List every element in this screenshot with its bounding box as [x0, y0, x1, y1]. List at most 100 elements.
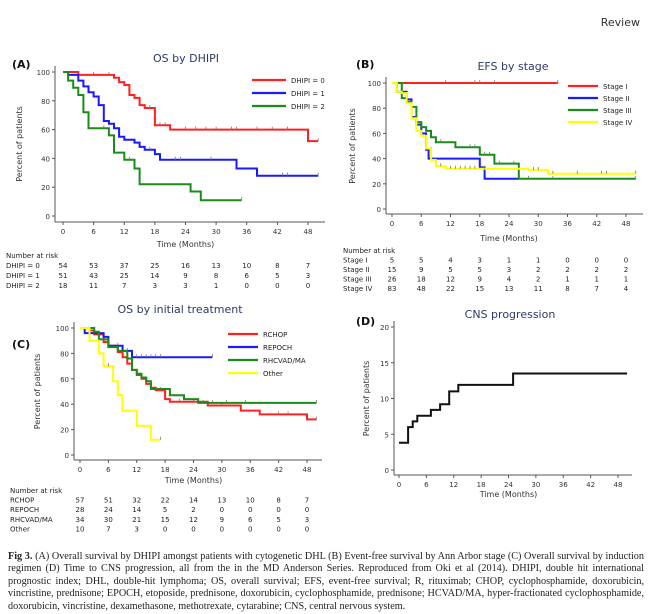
- risk-value: 0: [595, 257, 599, 265]
- risk-value: 7: [306, 262, 310, 270]
- risk-value: 54: [59, 262, 68, 270]
- y-tick-label: 60: [41, 127, 50, 135]
- risk-value: 1: [536, 257, 540, 265]
- km-curve-dhipi-0: [63, 71, 319, 143]
- km-curve-stage-iii: [392, 82, 636, 180]
- x-tick-label: 18: [477, 481, 486, 489]
- x-tick-label: 30: [217, 466, 226, 474]
- y-tick-label: 40: [41, 155, 50, 163]
- risk-value: 5: [419, 257, 423, 265]
- risk-value: 7: [122, 282, 126, 290]
- x-axis-label: Time (Months): [164, 476, 223, 485]
- x-tick-label: 42: [592, 220, 601, 228]
- risk-value: 57: [76, 497, 85, 505]
- risk-value: 11: [89, 282, 98, 290]
- risk-value: 0: [275, 282, 279, 290]
- risk-row-label: DHIPI = 1: [6, 272, 40, 280]
- risk-value: 13: [505, 285, 514, 293]
- risk-value: 2: [565, 266, 569, 274]
- risk-value: 7: [595, 285, 599, 293]
- risk-value: 0: [624, 257, 628, 265]
- x-tick-label: 48: [614, 481, 623, 489]
- risk-value: 1: [565, 276, 569, 284]
- legend-label: RCHOP: [263, 331, 287, 339]
- risk-row-label: RHCVAD/MA: [10, 516, 53, 524]
- risk-value: 48: [417, 285, 426, 293]
- caption-text: (A) Overall survival by DHIPI amongst pa…: [8, 551, 644, 612]
- risk-value: 43: [89, 272, 98, 280]
- y-tick-label: 40: [60, 401, 69, 409]
- risk-value: 9: [419, 266, 423, 274]
- risk-value: 6: [245, 272, 250, 280]
- risk-row-label: Stage IV: [343, 285, 373, 293]
- y-tick-label: 0: [385, 467, 389, 475]
- y-axis-label: Percent of patients: [362, 361, 371, 437]
- risk-value: 51: [104, 497, 113, 505]
- x-tick-label: 36: [563, 220, 572, 228]
- y-tick-label: 80: [372, 105, 381, 113]
- x-axis-label: Time (Months): [156, 240, 215, 249]
- risk-value: 3: [183, 282, 187, 290]
- risk-row-label: Stage I: [343, 257, 368, 265]
- y-tick-label: 100: [56, 325, 69, 333]
- legend-label: Stage I: [603, 83, 628, 91]
- y-axis-label: Percent of patients: [15, 106, 24, 182]
- chart-title: OS by initial treatment: [117, 303, 243, 316]
- x-axis-label: Time (Months): [479, 490, 538, 499]
- x-tick-label: 0: [78, 466, 82, 474]
- risk-value: 13: [217, 497, 226, 505]
- risk-value: 14: [189, 497, 198, 505]
- chart-title: CNS progression: [465, 308, 556, 321]
- risk-value: 5: [275, 272, 279, 280]
- legend-label: Stage II: [603, 95, 630, 103]
- risk-value: 15: [161, 516, 170, 524]
- panel-label: (D): [356, 315, 375, 328]
- y-tick-label: 10: [380, 396, 389, 404]
- risk-value: 5: [276, 516, 280, 524]
- chart-title: EFS by stage: [477, 60, 548, 73]
- risk-value: 0: [220, 506, 224, 514]
- x-tick-label: 42: [274, 466, 283, 474]
- risk-value: 9: [183, 272, 187, 280]
- y-tick-label: 20: [380, 324, 389, 332]
- risk-value: 11: [534, 285, 543, 293]
- km-curve-cns-progression: [399, 372, 628, 444]
- risk-value: 12: [189, 516, 198, 524]
- risk-row-label: RCHOP: [10, 497, 34, 505]
- x-tick-label: 0: [390, 220, 394, 228]
- risk-value: 8: [214, 272, 218, 280]
- y-tick-label: 0: [377, 206, 381, 214]
- risk-value: 2: [191, 506, 195, 514]
- x-tick-label: 0: [61, 228, 65, 236]
- risk-value: 28: [76, 506, 85, 514]
- risk-value: 18: [417, 276, 426, 284]
- panel-label: (C): [12, 338, 30, 351]
- risk-value: 0: [305, 506, 309, 514]
- y-tick-label: 20: [41, 184, 50, 192]
- km-curve-dhipi-1: [63, 71, 319, 177]
- risk-value: 13: [212, 262, 221, 270]
- km-curve-other: [80, 327, 161, 441]
- x-tick-label: 30: [212, 228, 221, 236]
- risk-value: 1: [595, 276, 599, 284]
- y-tick-label: 0: [46, 213, 50, 221]
- risk-value: 26: [388, 276, 397, 284]
- risk-value: 25: [120, 272, 129, 280]
- risk-value: 51: [59, 272, 68, 280]
- risk-value: 10: [246, 497, 255, 505]
- x-tick-label: 0: [397, 481, 401, 489]
- risk-value: 37: [120, 262, 129, 270]
- risk-value: 7: [305, 497, 309, 505]
- x-tick-label: 48: [304, 228, 313, 236]
- risk-row-label: Stage II: [343, 266, 370, 274]
- risk-value: 6: [248, 516, 253, 524]
- risk-row-label: REPOCH: [10, 506, 39, 514]
- risk-value: 34: [76, 516, 85, 524]
- risk-value: 4: [448, 257, 453, 265]
- risk-value: 5: [390, 257, 394, 265]
- risk-value: 8: [276, 497, 280, 505]
- risk-value: 0: [276, 506, 280, 514]
- legend-label: DHIPI = 2: [291, 103, 325, 111]
- x-tick-label: 36: [242, 228, 251, 236]
- x-tick-label: 24: [181, 228, 190, 236]
